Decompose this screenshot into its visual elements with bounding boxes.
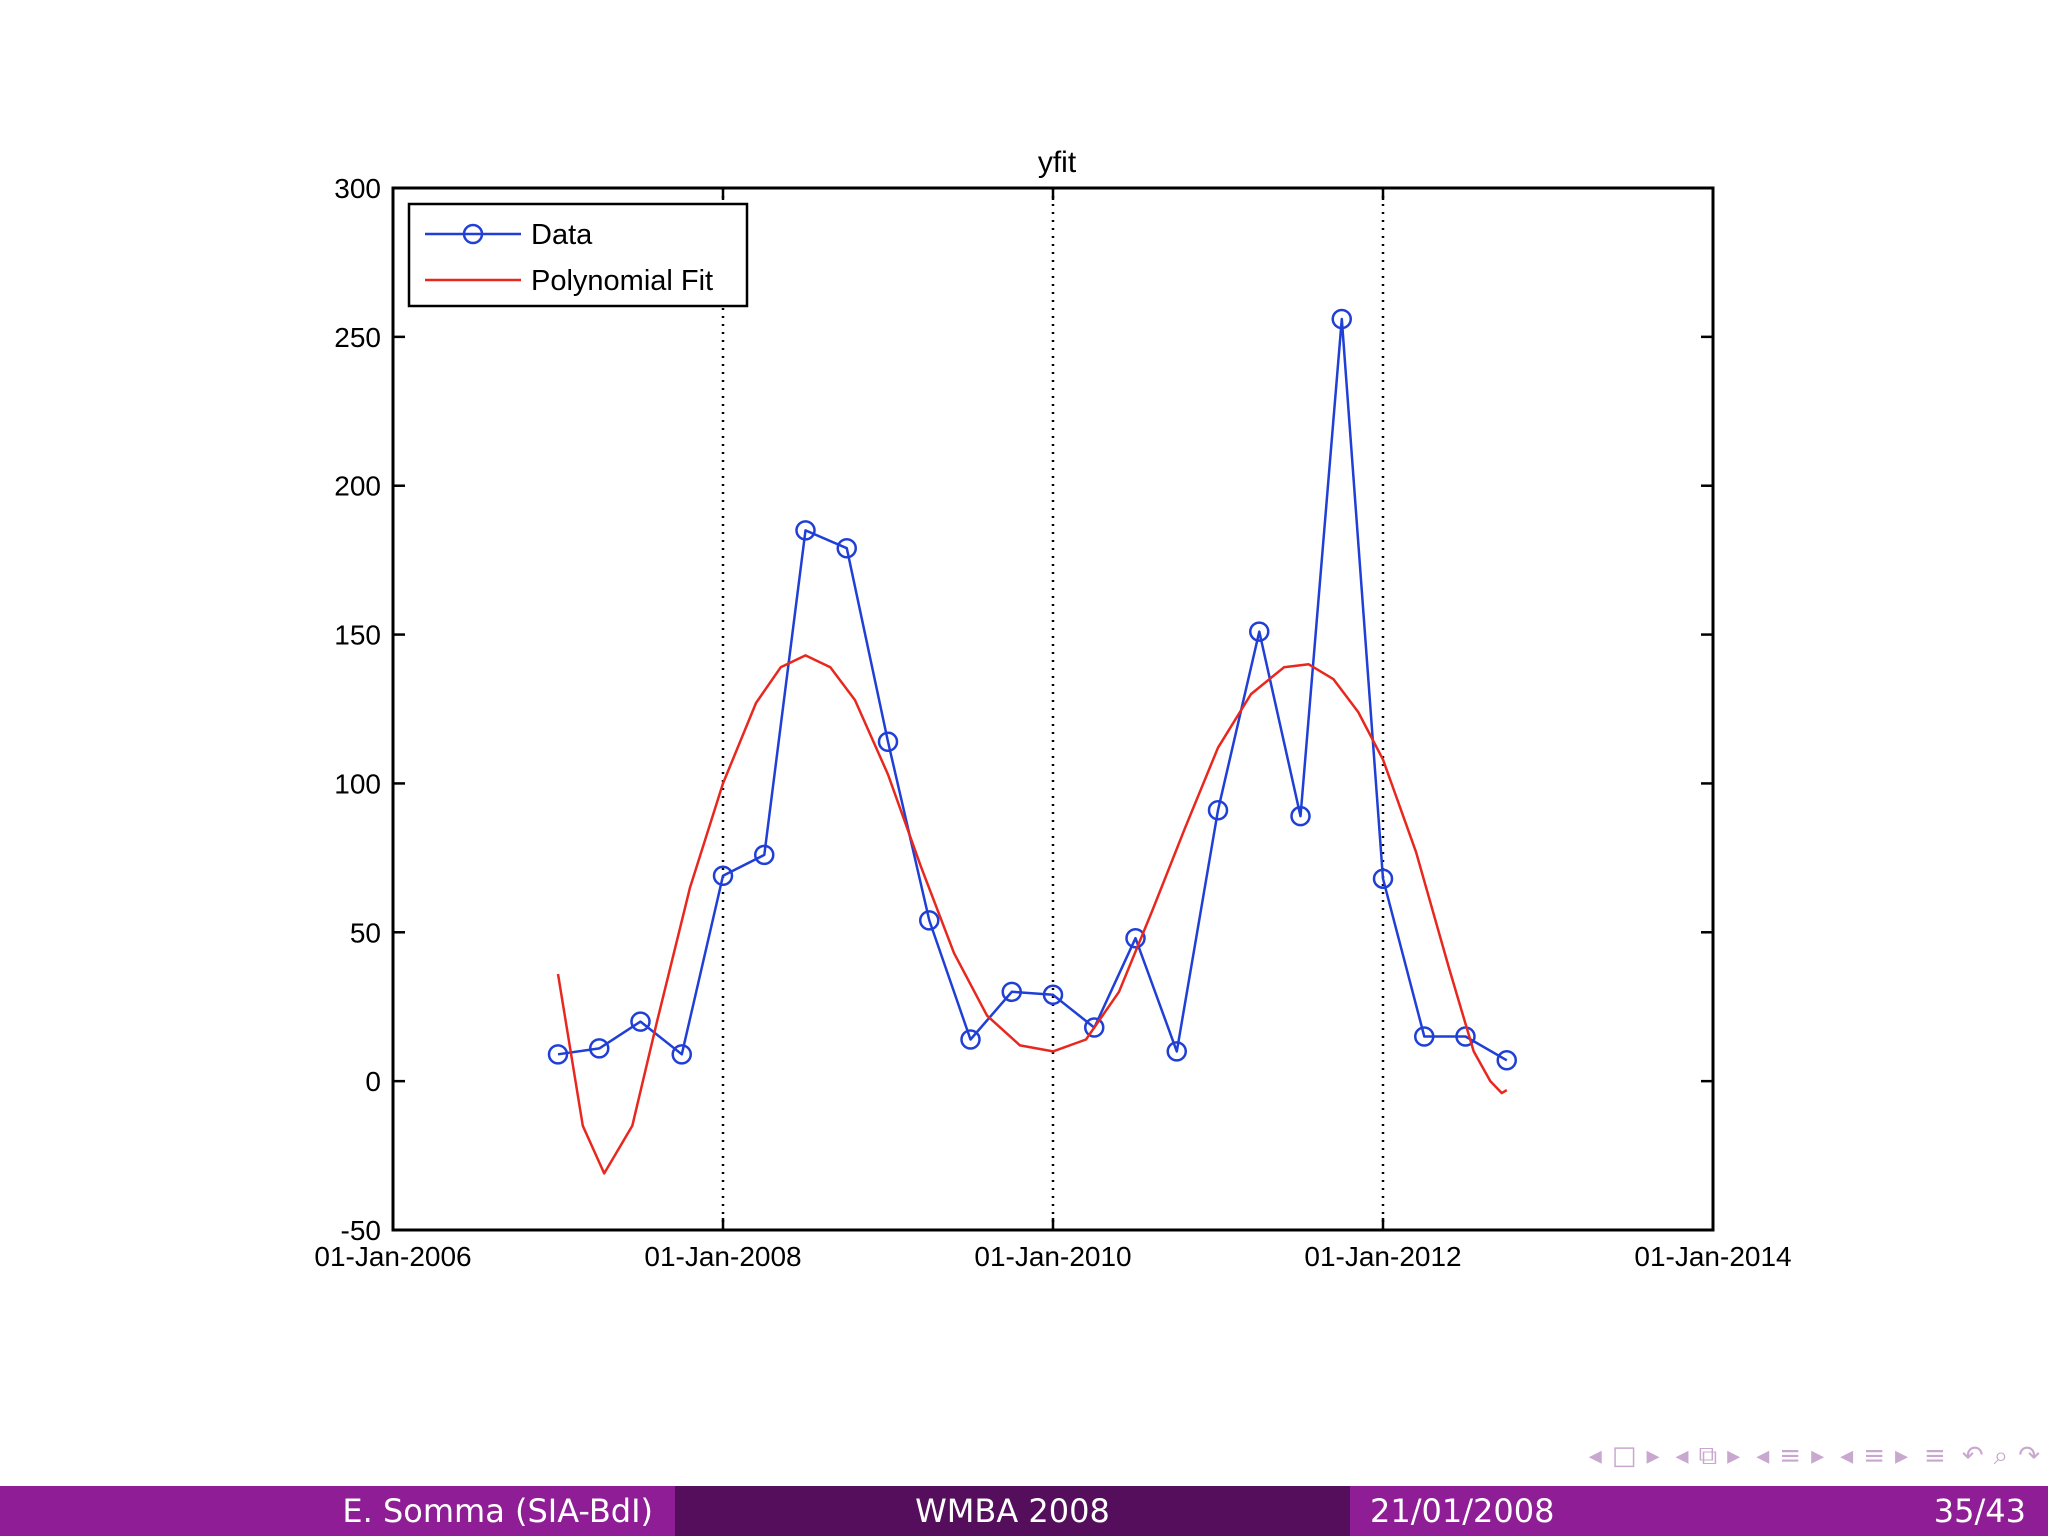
legend-label: Data [531, 219, 593, 251]
y-tick-label: 0 [365, 1066, 381, 1097]
chart: -50 0 50 100 150 200 250 300 01-Jan-2006 01-Jan-2… [314, 146, 1791, 1272]
y-tick-label: 250 [334, 322, 381, 353]
footer-event: WMBA 2008 [915, 1492, 1110, 1530]
sub-prev-icon[interactable]: ◂ [1675, 1441, 1689, 1471]
data-point [1496, 1050, 1517, 1071]
x-tick-label: 01-Jan-2014 [1634, 1241, 1791, 1272]
slides-icon[interactable]: ⧉ [1698, 1440, 1718, 1471]
footer-author: E. Somma (SIA-BdI) [342, 1492, 653, 1530]
footer-event-box: WMBA 2008 [675, 1486, 1350, 1536]
back-icon[interactable]: ↶ [1961, 1441, 1984, 1471]
legend-marker [462, 223, 484, 245]
y-tick-label: 50 [350, 917, 381, 948]
data-point [547, 1044, 569, 1065]
subsection-prev-icon[interactable]: ◂ [1840, 1441, 1854, 1471]
data-point [1125, 927, 1146, 949]
data-line [557, 317, 1508, 1062]
footer-author-box: E. Somma (SIA-BdI) [0, 1486, 675, 1536]
x-tick-label: 01-Jan-2008 [644, 1241, 801, 1272]
data-point [1207, 799, 1229, 821]
chart-title: yfit [1038, 146, 1077, 179]
data-point [589, 1038, 610, 1059]
axes-frame [391, 186, 1715, 1232]
search-icon[interactable]: ⌕ [1993, 1440, 2009, 1471]
data-point [877, 731, 899, 752]
legend-box [407, 202, 749, 308]
data-point [712, 865, 734, 886]
y-tick-label: -50 [341, 1215, 381, 1246]
subsection-nav: ◂ ≡ ▸ [1840, 1441, 1908, 1471]
data-point [1290, 805, 1311, 827]
x-tick-label: 01-Jan-2006 [314, 1241, 471, 1272]
beamer-navigation: ◂ □ ▸ ◂ ⧉ ▸ ◂ ≡ ▸ ◂ ≡ ▸ ≡ ↶ ⌕ ↷ [1310, 1440, 2040, 1472]
y-tick-label: 150 [334, 620, 381, 651]
frame-next-icon[interactable]: ▸ [1646, 1441, 1660, 1471]
y-tick-label: 300 [334, 173, 381, 204]
footer-info-box: 21/01/2008 35/43 [1350, 1486, 2048, 1536]
data-point [754, 844, 775, 866]
data-point [960, 1029, 981, 1050]
frame-prev-icon[interactable]: ◂ [1588, 1441, 1602, 1471]
x-tick-label: 01-Jan-2012 [1304, 1241, 1461, 1272]
y-tick-label: 100 [334, 768, 381, 799]
data-point [1372, 868, 1394, 889]
footer-page-number: 35/43 [1933, 1492, 2026, 1530]
y-tick-label: 200 [334, 471, 381, 502]
data-point [1249, 621, 1270, 642]
sub-next-icon[interactable]: ▸ [1727, 1441, 1741, 1471]
data-point [1084, 1017, 1105, 1038]
data-point [1001, 981, 1022, 1003]
toc-icon[interactable]: ≡ [1924, 1441, 1946, 1471]
forward-icon[interactable]: ↷ [2018, 1441, 2040, 1471]
section-next-icon[interactable]: ▸ [1811, 1441, 1825, 1471]
frame-nav: ◂ □ ▸ [1589, 1441, 1660, 1471]
history-nav: ↶ ⌕ ↷ [1962, 1441, 2040, 1472]
data-point [671, 1044, 692, 1065]
data-point [795, 520, 816, 541]
section-icon[interactable]: ≡ [1779, 1441, 1802, 1471]
section-prev-icon[interactable]: ◂ [1756, 1441, 1770, 1471]
section-nav: ◂ ≡ ▸ [1756, 1441, 1824, 1471]
data-point [1331, 308, 1352, 330]
data-point [836, 537, 857, 559]
data-point [919, 910, 940, 931]
footer-bar: E. Somma (SIA-BdI) WMBA 2008 21/01/2008 … [0, 1486, 2048, 1536]
data-point [1414, 1026, 1435, 1047]
subsection-next-icon[interactable]: ▸ [1894, 1441, 1909, 1471]
x-tick-label: 01-Jan-2010 [974, 1241, 1131, 1272]
data-point [1042, 984, 1064, 1006]
legend-label: Polynomial Fit [531, 265, 713, 297]
data-point [630, 1011, 651, 1032]
footer-date: 21/01/2008 [1370, 1492, 1555, 1530]
frame-icon[interactable]: □ [1611, 1441, 1637, 1471]
polynomial-fit-line [556, 654, 1508, 1175]
data-point [1166, 1041, 1187, 1062]
subsection-frame-nav: ◂ ⧉ ▸ [1676, 1441, 1741, 1472]
subsection-icon[interactable]: ≡ [1863, 1441, 1885, 1471]
